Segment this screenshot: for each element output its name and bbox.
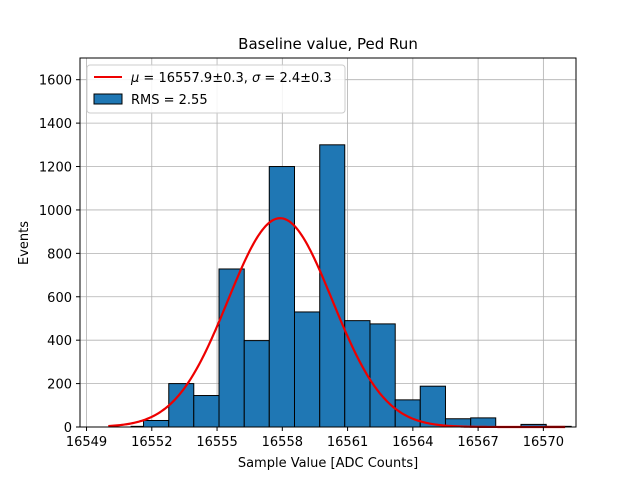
legend-fit-label: μ = 16557.9±0.3, σ = 2.4±0.3 [130, 71, 332, 86]
x-tick-label: 16552 [131, 435, 172, 450]
y-tick-label: 800 [47, 247, 72, 262]
y-axis-ticks: 0 200 400 600 800 1000 1200 1400 1600 [39, 74, 80, 436]
histogram-bar [470, 417, 497, 428]
histogram-bar [193, 395, 220, 428]
legend-box [86, 64, 346, 114]
histogram-bar [394, 399, 421, 428]
x-tick-label: 16555 [196, 435, 237, 450]
x-tick-label: 16561 [327, 435, 368, 450]
histogram-bar [168, 383, 195, 428]
y-tick-label: 600 [47, 291, 72, 306]
histogram-bar [319, 144, 346, 428]
y-tick-label: 200 [47, 378, 72, 393]
histogram-bar [218, 268, 245, 428]
histogram-bar [419, 385, 446, 428]
legend-mu-value: = 16557.9±0.3, [139, 71, 252, 86]
y-axis-label: Events [17, 221, 32, 265]
histogram-bar [143, 419, 170, 428]
x-axis-label: Sample Value [ADC Counts] [238, 456, 418, 471]
x-axis-ticks: 16549 16552 16555 16558 16561 16564 16567 16570 [66, 427, 564, 450]
histogram-bars [130, 144, 572, 428]
y-tick-label: 400 [47, 334, 72, 349]
y-tick-label: 1600 [39, 74, 72, 89]
x-tick-label: 16558 [262, 435, 303, 450]
legend-sigma-symbol: σ [252, 71, 261, 86]
legend-hist-label: RMS = 2.55 [131, 93, 208, 108]
y-tick-label: 1000 [39, 204, 72, 219]
histogram-bar [293, 311, 321, 428]
histogram-bar [243, 340, 270, 428]
y-tick-label: 0 [64, 421, 72, 436]
y-tick-label: 1400 [39, 117, 72, 132]
x-tick-label: 16564 [392, 435, 433, 450]
legend: μ = 16557.9±0.3, σ = 2.4±0.3 RMS = 2.55 [86, 64, 346, 114]
legend-mu-symbol: μ [130, 71, 139, 86]
legend-sigma-value: = 2.4±0.3 [260, 71, 331, 86]
histogram-bar [268, 166, 295, 428]
legend-hist-swatch [93, 93, 123, 105]
x-tick-label: 16570 [523, 435, 564, 450]
chart-title: Baseline value, Ped Run [238, 35, 418, 53]
x-tick-label: 16549 [66, 435, 107, 450]
plot-frame [79, 57, 577, 428]
y-tick-label: 1200 [39, 161, 72, 176]
x-tick-label: 16567 [457, 435, 498, 450]
histogram-bar [369, 323, 396, 428]
